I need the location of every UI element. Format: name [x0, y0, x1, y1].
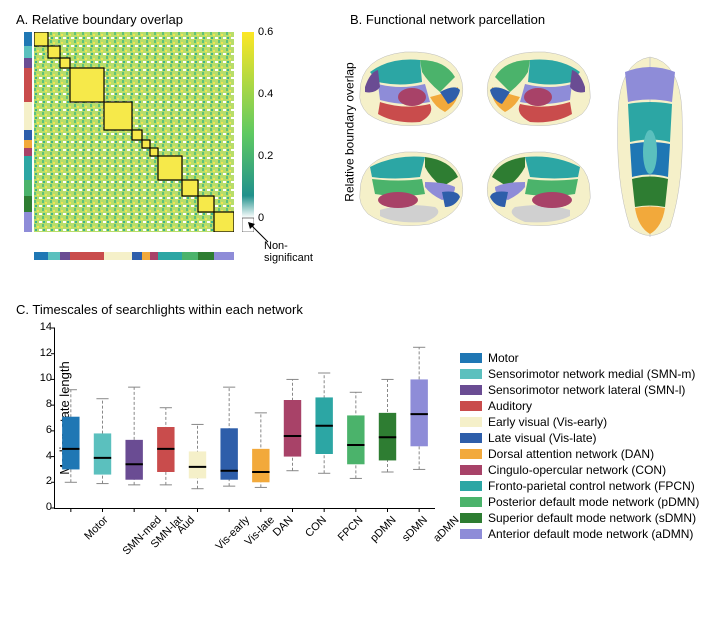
colorbar-tick: 0.4	[258, 88, 273, 100]
xtick: DAN	[271, 514, 296, 539]
plot-area	[54, 328, 435, 509]
legend-item: Posterior default mode network (pDMN)	[460, 494, 699, 510]
legend-item: Sensorimotor network medial (SMN-m)	[460, 366, 699, 382]
colorbar	[242, 32, 254, 232]
figure: A. Relative boundary overlap	[10, 10, 712, 617]
ytick: 2	[34, 475, 52, 487]
legend-swatch	[460, 369, 482, 379]
legend-swatch	[460, 401, 482, 411]
xtick: CON	[303, 514, 329, 540]
legend-item: Superior default mode network (sDMN)	[460, 510, 699, 526]
brain-lateral-left	[350, 42, 470, 132]
xtick: pDMN	[368, 514, 399, 545]
strip-segment	[24, 140, 32, 148]
strip-segment	[198, 252, 214, 260]
strip-segment	[24, 46, 32, 58]
network-strip-left	[24, 32, 32, 232]
strip-segment	[48, 252, 60, 260]
panel-a-title: A. Relative boundary overlap	[16, 12, 183, 27]
ytick: 6	[34, 424, 52, 436]
strip-segment	[104, 252, 132, 260]
ytick: 0	[34, 501, 52, 513]
strip-segment	[60, 252, 70, 260]
legend-item: Anterior default mode network (aDMN)	[460, 526, 699, 542]
legend-label: Early visual (Vis-early)	[488, 415, 607, 429]
legend-item: Cingulo-opercular network (CON)	[460, 462, 699, 478]
ytick: 8	[34, 398, 52, 410]
strip-segment	[150, 252, 158, 260]
ytick: 4	[34, 450, 52, 462]
legend-label: Motor	[488, 351, 519, 365]
legend-swatch	[460, 385, 482, 395]
brain-medial-left	[350, 142, 470, 232]
legend-label: Late visual (Vis-late)	[488, 431, 597, 445]
legend-label: Superior default mode network (sDMN)	[488, 511, 696, 525]
xtick: Motor	[82, 514, 110, 542]
legend-swatch	[460, 513, 482, 523]
brain-dorsal	[610, 52, 690, 242]
legend-label: Dorsal attention network (DAN)	[488, 447, 654, 461]
strip-segment	[24, 148, 32, 156]
xtick: Vis-early	[213, 514, 252, 553]
legend-swatch	[460, 497, 482, 507]
boxplot-svg	[55, 328, 435, 508]
legend-item: Fronto-parietal control network (FPCN)	[460, 478, 699, 494]
strip-segment	[24, 156, 32, 180]
legend-swatch	[460, 449, 482, 459]
strip-segment	[34, 252, 48, 260]
colorbar-tick: 0.2	[258, 150, 273, 162]
panel-a-heatmap: Relative boundary overlap 00.20.40.6 Non…	[34, 32, 244, 242]
nonsig-arrow	[248, 222, 273, 247]
legend-label: Sensorimotor network medial (SMN-m)	[488, 367, 695, 381]
strip-segment	[24, 68, 32, 102]
xtick: FPCN	[336, 514, 366, 544]
legend-label: Posterior default mode network (pDMN)	[488, 495, 699, 509]
legend-swatch	[460, 433, 482, 443]
strip-segment	[24, 180, 32, 196]
legend-item: Late visual (Vis-late)	[460, 430, 699, 446]
panel-c-chart: Median state length 02468101214 MotorSMN…	[16, 320, 446, 610]
brain-medial-right	[480, 142, 600, 232]
legend-item: Dorsal attention network (DAN)	[460, 446, 699, 462]
panel-c-title: C. Timescales of searchlights within eac…	[16, 302, 303, 317]
strip-segment	[142, 252, 150, 260]
panel-b-title: B. Functional network parcellation	[350, 12, 545, 27]
strip-segment	[182, 252, 198, 260]
ytick: 12	[34, 347, 52, 359]
strip-segment	[24, 196, 32, 212]
brain-lateral-right	[480, 42, 600, 132]
legend-item: Sensorimotor network lateral (SMN-l)	[460, 382, 699, 398]
legend-label: Fronto-parietal control network (FPCN)	[488, 479, 695, 493]
legend-label: Auditory	[488, 399, 532, 413]
colorbar-tick: 0.6	[258, 26, 273, 38]
legend-label: Anterior default mode network (aDMN)	[488, 527, 693, 541]
xtick: sDMN	[399, 514, 429, 544]
strip-segment	[24, 102, 32, 130]
strip-segment	[132, 252, 142, 260]
strip-segment	[24, 130, 32, 140]
strip-segment	[24, 32, 32, 46]
legend-label: Sensorimotor network lateral (SMN-l)	[488, 383, 685, 397]
legend-swatch	[460, 353, 482, 363]
ytick: 10	[34, 372, 52, 384]
legend: Motor Sensorimotor network medial (SMN-m)…	[460, 350, 699, 542]
legend-item: Motor	[460, 350, 699, 366]
legend-swatch	[460, 481, 482, 491]
strip-segment	[158, 252, 182, 260]
strip-segment	[24, 212, 32, 232]
xtick: aDMN	[431, 514, 462, 545]
legend-item: Early visual (Vis-early)	[460, 414, 699, 430]
legend-swatch	[460, 417, 482, 427]
legend-swatch	[460, 529, 482, 539]
legend-label: Cingulo-opercular network (CON)	[488, 463, 666, 477]
legend-item: Auditory	[460, 398, 699, 414]
heatmap-svg	[34, 32, 234, 232]
strip-segment	[24, 58, 32, 68]
legend-swatch	[460, 465, 482, 475]
strip-segment	[214, 252, 234, 260]
ytick: 14	[34, 321, 52, 333]
panel-b-brains	[350, 32, 700, 262]
strip-segment	[70, 252, 104, 260]
network-strip-bottom	[34, 252, 234, 260]
